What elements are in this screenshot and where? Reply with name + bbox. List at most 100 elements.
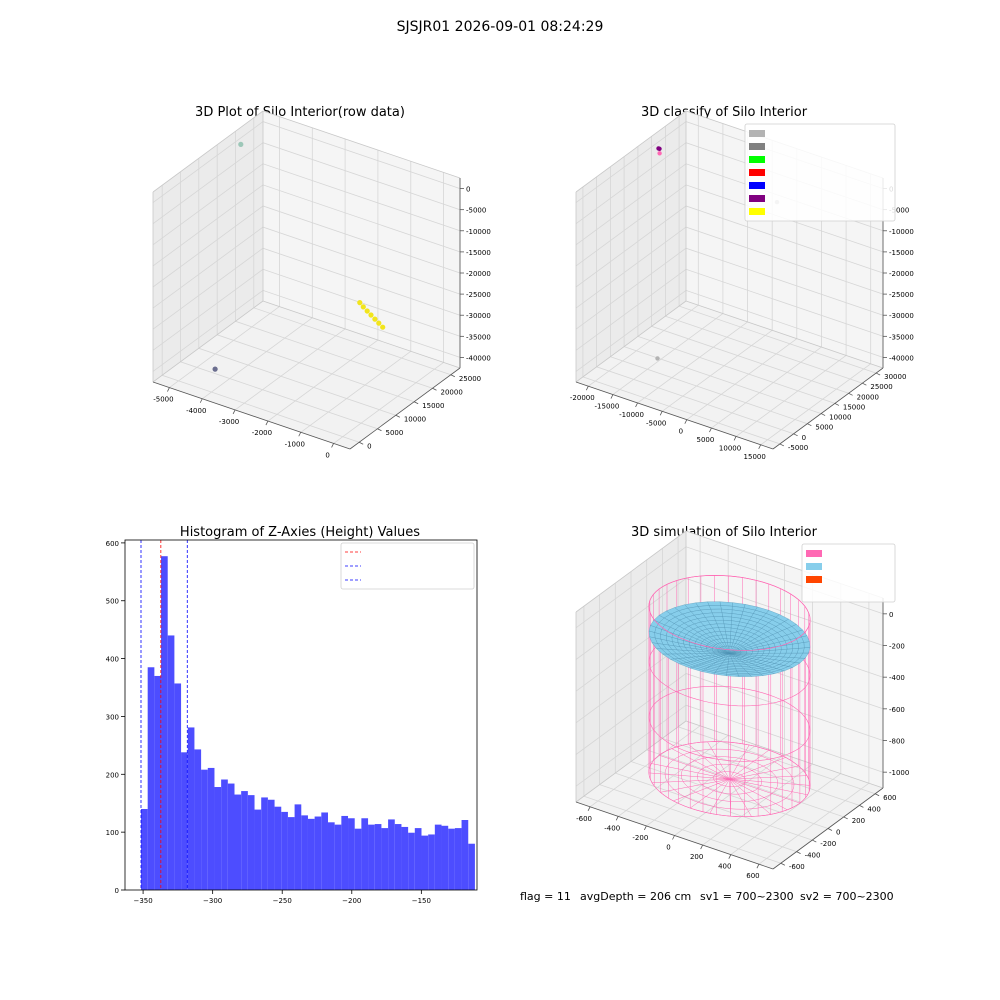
classify-y-tick-label: 25000 — [870, 383, 892, 391]
rice-surface-facet — [710, 608, 723, 614]
raw-x-tick-label: -1000 — [285, 440, 305, 448]
rice-surface-facet — [736, 669, 748, 672]
sim-y-tick-label: 400 — [867, 805, 880, 813]
raw-y-axis-line — [349, 367, 461, 450]
panel-histogram-title: Histogram of Z-Axies (Height) Values — [180, 525, 420, 540]
rice-surface-facet — [737, 673, 751, 676]
classify-pane-edge — [575, 300, 687, 383]
sim-legend-swatch — [806, 576, 822, 583]
classify-x-tick — [610, 394, 614, 399]
classify-x-tick — [659, 411, 663, 416]
sim-pane-edge — [685, 720, 884, 789]
sim-pane-edge — [575, 530, 687, 613]
classify-y-tick — [875, 372, 881, 376]
classify-y-tick-label: 5000 — [815, 424, 833, 432]
classify-legend-swatch — [749, 195, 765, 202]
histogram-bar — [294, 804, 302, 890]
classify-x-tick — [585, 386, 589, 391]
histogram-bar — [414, 828, 422, 890]
rice-surface-facet — [723, 623, 732, 629]
sim-z-tick-label: 0 — [889, 611, 893, 619]
raw-y-tick-label: 0 — [367, 442, 371, 450]
panel-simulation-title: 3D simulation of Silo Interior — [631, 525, 818, 540]
classify-z-tick-label: -40000 — [889, 354, 914, 362]
histogram-bar — [154, 675, 162, 890]
classify-pane-edge — [575, 110, 687, 193]
raw-y-tick — [395, 414, 401, 418]
histogram-bar — [448, 828, 455, 890]
histogram-x-tick-label: −150 — [412, 897, 431, 905]
raw-x-tick — [265, 420, 269, 426]
sim-x-tick-label: -400 — [604, 824, 620, 832]
silo-bottom-spoke — [651, 778, 730, 783]
classify-z-tick-label: -20000 — [889, 270, 914, 278]
classify-x-tick-label: 15000 — [744, 453, 766, 461]
histogram-x-tick-label: −300 — [203, 897, 222, 905]
raw-scatter-point — [238, 141, 244, 147]
silo-bottom-spoke — [729, 749, 769, 780]
silo-bottom-spoke — [660, 778, 730, 793]
histogram-bar — [201, 769, 208, 890]
raw-z-tick-label: -20000 — [466, 270, 491, 278]
sim-y-tick-label: 200 — [852, 817, 865, 825]
histogram-y-tick-label: 200 — [106, 771, 119, 779]
raw-x-tick — [298, 432, 302, 437]
panel-classify-3d: 3D classify of Silo Interior -20000-1500… — [570, 105, 914, 461]
silo-bottom-spoke — [709, 779, 730, 814]
raw-y-tick-label: 20000 — [441, 388, 463, 396]
classify-legend-swatch — [749, 182, 765, 189]
raw-pane-edge — [262, 300, 461, 369]
classify-x-tick-label: 0 — [679, 428, 683, 436]
raw-scatter-point — [376, 320, 382, 326]
rice-surface-facet — [707, 601, 721, 606]
histogram-x-tick-label: −200 — [342, 897, 361, 905]
sim-y-tick — [827, 828, 833, 831]
silo-bottom-spoke — [648, 772, 730, 780]
sim-x-tick — [756, 864, 760, 869]
classify-y-tick-label: 10000 — [829, 414, 851, 422]
classify-legend-swatch — [749, 143, 765, 150]
status-flag: flag = 11 — [520, 890, 571, 903]
histogram-bar — [174, 683, 182, 890]
histogram-bar — [374, 824, 382, 890]
sim-y-tick — [874, 793, 880, 797]
silo-bottom-spoke — [729, 778, 811, 786]
raw-z-tick-label: 0 — [466, 186, 470, 194]
histogram-y-tick-label: 500 — [106, 598, 119, 606]
classify-y-tick-label: 20000 — [857, 393, 879, 401]
panel-simulation-3d: 3D simulation of Silo Interior -600-400-… — [575, 525, 909, 880]
histogram-bar — [441, 825, 449, 890]
histogram-bar — [147, 667, 155, 890]
histogram-y-tick-label: 100 — [106, 829, 119, 837]
raw-y-tick — [432, 387, 437, 391]
raw-y-tick-label: 25000 — [459, 375, 481, 383]
classify-x-tick — [709, 427, 712, 433]
sim-z-tick-label: -1000 — [889, 769, 909, 777]
sim-y-tick — [843, 816, 848, 820]
raw-y-tick — [413, 401, 419, 405]
sim-x-tick-label: 0 — [666, 844, 670, 852]
classify-y-tick-label: 15000 — [843, 403, 865, 411]
silo-bottom-spoke — [729, 744, 750, 780]
sim-legend-swatch — [806, 563, 822, 570]
raw-x-tick-label: 0 — [325, 451, 329, 459]
sim-z-tick-label: -200 — [889, 643, 905, 651]
histogram-bar — [161, 556, 168, 890]
histogram-bar — [227, 783, 235, 890]
histogram-bar — [267, 799, 275, 890]
histogram-bar — [454, 828, 462, 890]
raw-y-tick — [377, 428, 382, 432]
status-avg-depth: avgDepth = 206 cm — [580, 890, 691, 903]
raw-x-tick-label: -5000 — [153, 396, 173, 404]
classify-z-tick-label: -30000 — [889, 312, 914, 320]
histogram-bar — [214, 787, 222, 890]
histogram-y-tick-label: 300 — [106, 713, 119, 721]
classify-pane-edge — [685, 300, 884, 369]
raw-scatter-point — [380, 324, 386, 330]
raw-y-tick — [450, 374, 456, 378]
silo-bottom-spoke — [729, 779, 752, 817]
raw-y-tick-label: 15000 — [422, 402, 444, 410]
histogram-bar — [141, 809, 148, 890]
raw-y-tick — [358, 441, 364, 445]
